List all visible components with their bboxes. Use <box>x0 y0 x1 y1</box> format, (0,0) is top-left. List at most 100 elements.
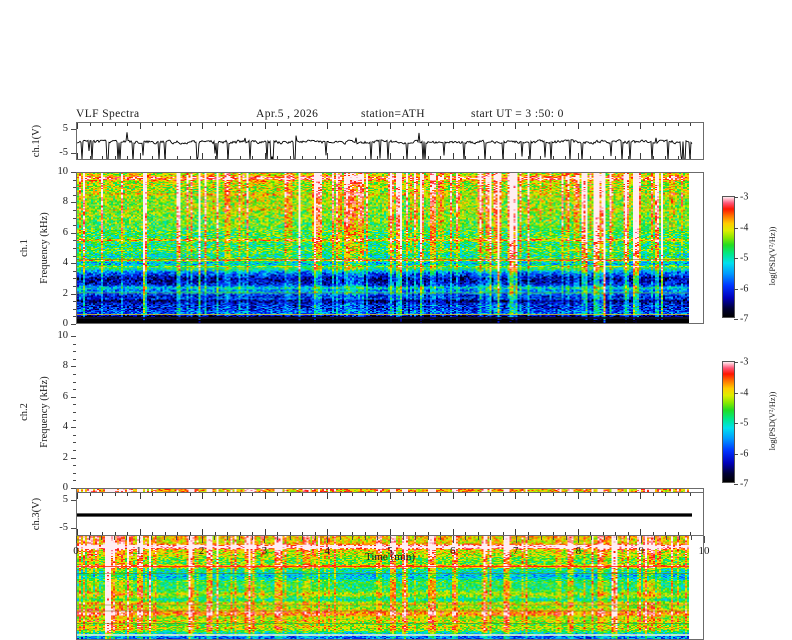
panel-x-tick <box>164 532 166 535</box>
time-axis-minor-tick <box>239 536 241 540</box>
panel-x-tick <box>327 493 329 499</box>
time-axis-minor-tick <box>616 536 618 540</box>
panel-x-tick <box>202 529 204 535</box>
panel-x-tick <box>590 156 592 159</box>
panel-x-tick <box>164 493 166 496</box>
panel-x-tick <box>552 493 554 496</box>
title-main: VLF Spectra <box>76 108 140 120</box>
panel-x-tick <box>427 532 429 535</box>
panel-x-tick <box>615 493 617 496</box>
panel-x-tick <box>690 532 692 535</box>
axis-minor-tick <box>73 374 76 375</box>
panel-x-tick <box>690 123 692 126</box>
panel-x-tick <box>565 493 567 496</box>
panel-x-tick <box>252 123 254 126</box>
ch1-colorbar: -3 -4 -5 -6 -7 <box>722 192 748 325</box>
axis-major-tick <box>71 263 76 265</box>
panel-x-tick <box>364 156 366 159</box>
panel-x-tick <box>590 532 592 535</box>
axis-minor-tick <box>73 351 76 353</box>
panel-x-tick <box>127 532 129 535</box>
panel-x-tick <box>189 532 191 535</box>
panel-x-tick <box>502 123 504 126</box>
time-axis-minor-tick <box>415 536 417 540</box>
title-start-ut: start UT = 3 :50: 0 <box>471 108 564 120</box>
time-axis-minor-tick <box>553 536 555 540</box>
panel-x-tick <box>640 123 642 129</box>
panel-x-tick <box>139 493 141 499</box>
panel-x-tick <box>139 123 141 129</box>
time-axis-title: Time (min) <box>364 551 416 563</box>
panel-x-tick <box>677 123 679 126</box>
panel-x-tick <box>677 532 679 535</box>
panel-x-tick <box>314 156 316 159</box>
ch3-waveform-yaxis: 5 -5 <box>46 492 76 536</box>
title-station: station=ATH <box>361 108 425 120</box>
panel-x-tick <box>214 123 216 126</box>
time-axis-minor-tick <box>289 536 291 540</box>
panel-x-tick <box>452 153 454 159</box>
panel-x-tick <box>565 123 567 126</box>
panel-x-tick <box>352 123 354 126</box>
colorbar-tick <box>734 197 738 198</box>
panel-x-tick <box>502 493 504 496</box>
panel-x-tick <box>415 123 417 126</box>
colorbar-tick-label: -4 <box>740 387 749 398</box>
panel-x-tick <box>102 493 104 496</box>
axis-minor-tick <box>73 389 76 391</box>
panel-x-tick <box>352 532 354 535</box>
ch2-spectrogram-axis-title: Frequency (kHz) <box>39 376 50 448</box>
panel-x-tick <box>677 493 679 496</box>
panel-x-tick <box>327 123 329 129</box>
time-axis-minor-tick <box>126 536 128 540</box>
panel-x-tick <box>577 493 579 499</box>
panel-x-tick <box>377 123 379 126</box>
panel-x-tick <box>390 123 391 129</box>
time-axis-major-tick <box>452 536 454 543</box>
panel-x-tick <box>152 493 154 496</box>
time-axis-tick-label: 10 <box>698 545 710 557</box>
panel-x-tick <box>264 529 266 535</box>
axis-major-tick <box>71 336 76 337</box>
time-axis-minor-tick <box>628 536 630 540</box>
ch1-spectrogram-axis-title: Frequency (kHz) <box>39 212 50 284</box>
ch1-spectrogram-image <box>77 173 703 323</box>
panel-x-tick <box>289 156 291 159</box>
time-axis-tick-label: 7 <box>512 545 519 557</box>
panel-x-tick <box>339 156 341 159</box>
panel-x-tick <box>490 532 492 535</box>
panel-x-tick <box>102 123 104 126</box>
axis-tick-label: 2 <box>62 287 68 299</box>
ch2-colorbar: -3 -4 -5 -6 -7 <box>722 357 748 490</box>
panel-x-tick <box>227 532 229 535</box>
panel-x-tick <box>552 156 554 159</box>
axis-tick-label: 6 <box>62 390 68 402</box>
axis-tick-label: -5 <box>59 521 68 533</box>
panel-x-tick <box>390 493 391 499</box>
panel-x-tick <box>477 493 479 496</box>
axis-minor-tick <box>73 412 76 413</box>
axis-major-tick <box>71 324 76 325</box>
time-axis-major-tick <box>641 536 643 543</box>
panel-x-tick <box>364 123 366 126</box>
panel-x-tick <box>565 156 567 159</box>
ch1-spectrogram-yaxis: 0 2 4 6 8 10 <box>46 166 76 328</box>
panel-x-tick <box>515 493 517 499</box>
panel-x-tick <box>402 156 404 159</box>
panel-x-tick <box>352 493 354 496</box>
ch3-waveform-axis-title: ch.3(V) <box>31 497 42 531</box>
panel-x-tick <box>490 123 492 126</box>
time-axis-minor-tick <box>101 536 103 540</box>
vlf-spectra-figure: VLF Spectra Apr.5 , 2026 station=ATH sta… <box>19 108 777 640</box>
axis-tick-label: 5 <box>62 122 68 134</box>
colorbar-tick-label: -3 <box>740 356 749 368</box>
panel-x-tick <box>552 123 554 126</box>
panel-x-tick <box>540 532 542 535</box>
time-axis-tick-label: 5 <box>387 545 393 557</box>
panel-x-tick <box>152 532 154 535</box>
colorbar-tick <box>734 362 738 363</box>
colorbar-tick-label: -3 <box>740 191 749 203</box>
ch1-spectrogram-panel <box>76 172 704 324</box>
panel-x-tick <box>202 153 204 159</box>
panel-x-tick <box>239 156 241 159</box>
